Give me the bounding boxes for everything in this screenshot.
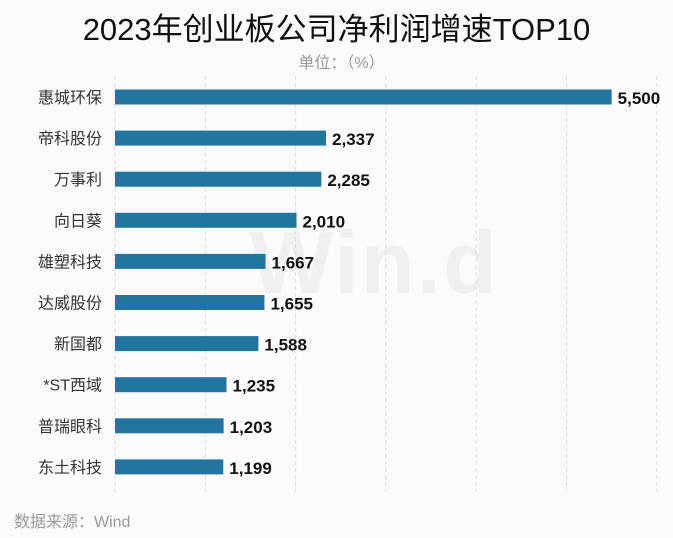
category-label: 达威股份: [38, 295, 102, 313]
bar-chart: 惠城环保 5,500 帝科股份 2,337 万事利 2,285 向日葵 2,010 雄塑科技 1,…: [38, 76, 661, 492]
category-label: 向日葵: [54, 212, 102, 230]
category-label: 帝科股份: [38, 130, 102, 148]
data-source: 数据来源：Wind: [14, 514, 131, 531]
category-label: 万事利: [54, 171, 102, 189]
chart-unit: 单位：（%）: [298, 55, 385, 72]
chart-title: 2023年创业板公司净利润增速TOP10: [82, 12, 591, 47]
bar: [115, 336, 259, 352]
value-label: 2,010: [303, 212, 346, 231]
value-label: 5,500: [618, 89, 661, 108]
bar: [115, 418, 224, 434]
category-label: *ST西域: [43, 377, 102, 395]
value-label: 1,199: [229, 459, 272, 478]
value-label: 2,285: [327, 171, 370, 190]
bar: [115, 212, 297, 228]
watermark-logo: Win.d: [250, 212, 499, 314]
bar: [115, 89, 612, 105]
value-label: 1,203: [230, 418, 273, 437]
bar: [115, 295, 265, 310]
value-label: 1,588: [264, 336, 307, 355]
value-label: 1,655: [270, 295, 313, 314]
category-label: 新国都: [54, 336, 102, 354]
value-label: 1,667: [272, 253, 315, 272]
category-label: 普瑞眼科: [38, 418, 102, 436]
value-label: 1,235: [233, 377, 276, 396]
bar: [115, 377, 227, 393]
bar: [115, 459, 224, 475]
category-label: 惠城环保: [38, 89, 102, 107]
category-label: 东土科技: [38, 459, 102, 477]
bar: [115, 253, 266, 269]
bar: [115, 130, 327, 146]
category-label: 雄塑科技: [38, 253, 102, 271]
value-label: 2,337: [332, 130, 375, 149]
bar: [115, 171, 322, 187]
